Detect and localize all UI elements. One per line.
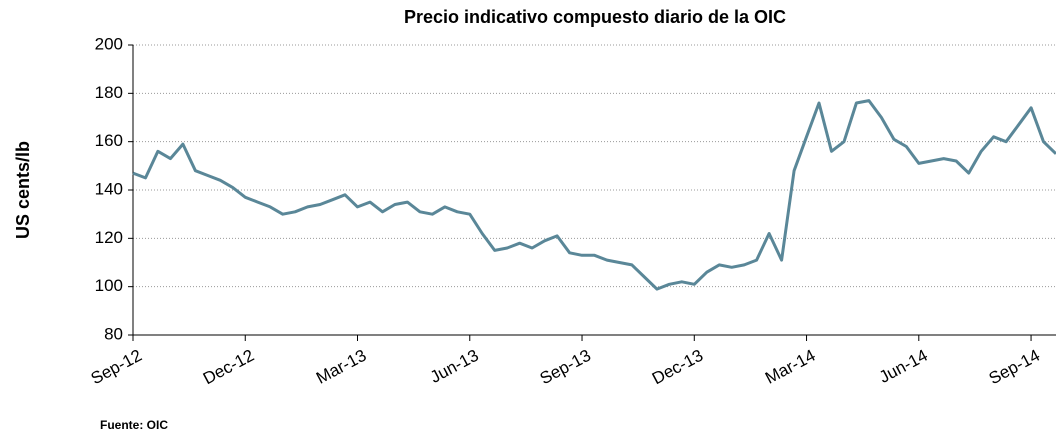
y-tick-label: 120 xyxy=(95,228,123,247)
x-tick-label: Sep-13 xyxy=(537,346,594,389)
chart-title: Precio indicativo compuesto diario de la… xyxy=(404,7,786,27)
y-tick-label: 180 xyxy=(95,83,123,102)
x-tick-label: Sep-12 xyxy=(88,346,145,389)
y-tick-label: 80 xyxy=(104,324,123,343)
x-tick-label: Jun-13 xyxy=(427,346,482,387)
data-line xyxy=(132,99,1056,291)
x-tick-label: Mar-13 xyxy=(313,346,369,388)
source-note: Fuente: OIC xyxy=(100,418,168,432)
x-tick-label: Dec-13 xyxy=(649,346,706,389)
y-tick-label: 100 xyxy=(95,276,123,295)
y-tick-label: 140 xyxy=(95,179,123,198)
y-tick-label: 200 xyxy=(95,34,123,53)
y-axis-label: US cents/lb xyxy=(13,141,33,239)
y-tick-label: 160 xyxy=(95,131,123,150)
x-tick-label: Jun-14 xyxy=(876,346,931,387)
x-tick-label: Sep-14 xyxy=(986,346,1043,389)
x-tick-label: Mar-14 xyxy=(762,346,818,388)
x-tick-label: Dec-12 xyxy=(200,346,257,389)
